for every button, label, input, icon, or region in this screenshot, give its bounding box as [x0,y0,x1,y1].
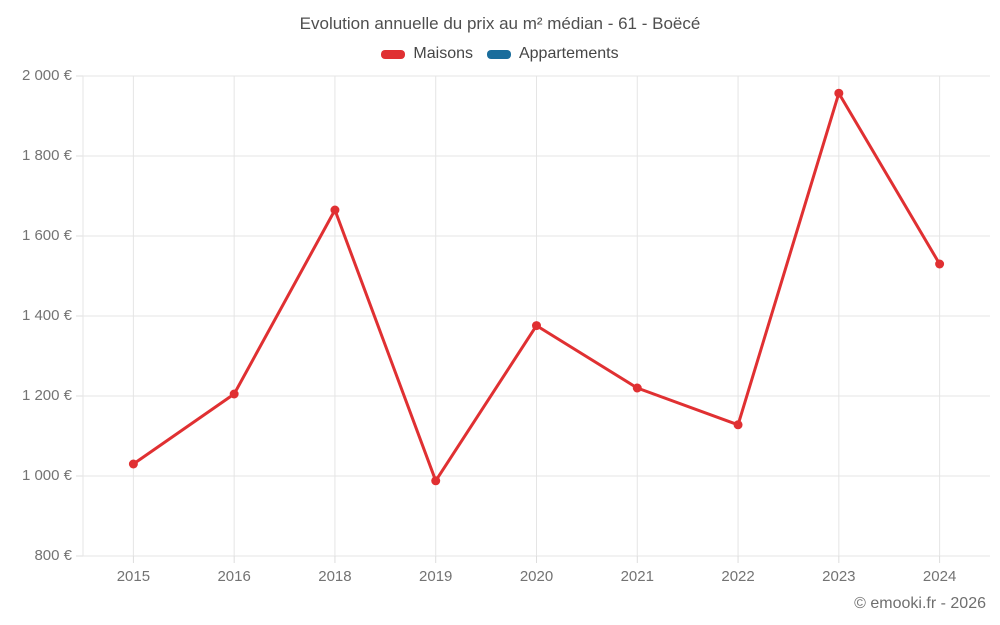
y-tick-label: 1 600 € [21,227,72,244]
data-point[interactable] [733,420,743,430]
footer-credit: © emooki.fr - 2026 [854,595,986,612]
legend-item-maisons[interactable]: Maisons [381,45,473,63]
legend-label-appartements: Appartements [518,45,619,62]
data-point[interactable] [431,476,441,486]
data-point[interactable] [935,259,945,269]
y-tick-label: 800 € [34,547,72,564]
x-tick-label: 2020 [519,568,554,585]
data-point[interactable] [330,205,340,215]
x-tick-label: 2018 [318,568,352,585]
y-tick-label: 1 400 € [21,307,72,324]
data-point[interactable] [229,389,239,399]
data-point[interactable] [632,383,642,393]
data-point[interactable] [834,88,844,98]
x-tick-label: 2019 [419,568,453,585]
maisons-swatch-icon [381,49,406,59]
appartements-swatch-icon [486,49,511,59]
y-tick-label: 1 800 € [21,147,72,164]
y-tick-label: 1 200 € [21,387,72,404]
y-tick-label: 2 000 € [21,67,72,84]
legend-label-maisons: Maisons [413,45,473,62]
x-tick-label: 2022 [721,568,755,585]
chart-legend: Maisons Appartements [0,45,1000,63]
chart-title: Evolution annuelle du prix au m² médian … [299,14,701,33]
x-tick-label: 2023 [822,568,856,585]
x-tick-label: 2024 [922,568,957,585]
y-tick-label: 1 000 € [21,467,72,484]
data-point[interactable] [532,321,541,331]
data-point[interactable] [128,459,138,469]
x-tick-label: 2021 [620,568,654,585]
legend-item-appartements[interactable]: Appartements [486,45,619,63]
x-tick-label: 2016 [217,568,251,585]
x-tick-label: 2015 [116,568,151,585]
